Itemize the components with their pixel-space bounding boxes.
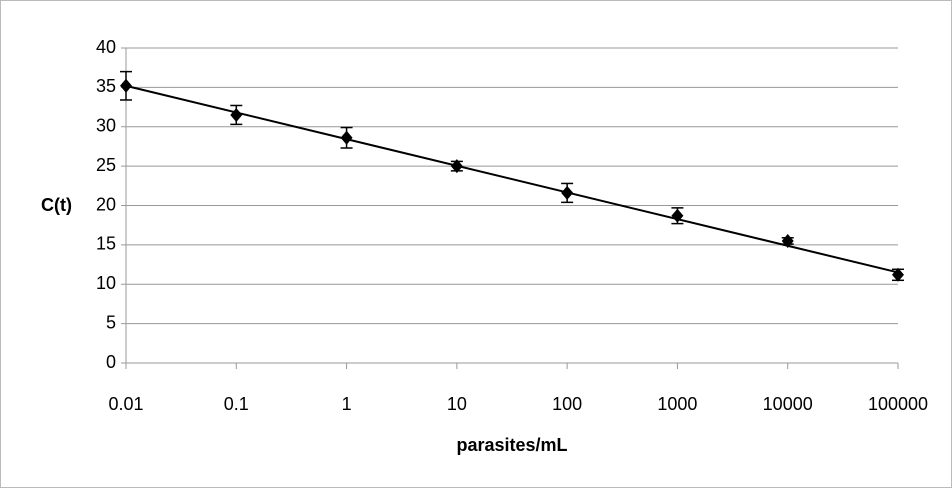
- x-tick-label: 10: [447, 394, 467, 414]
- point: [340, 130, 353, 145]
- x-tick-label: 1: [342, 394, 352, 414]
- y-tick-label: 25: [96, 155, 116, 175]
- y-tick-label: 5: [106, 312, 116, 332]
- y-tick-label: 40: [96, 37, 116, 57]
- x-axis-label: parasites/mL: [456, 435, 567, 455]
- y-tick-label: 35: [96, 76, 116, 96]
- x-tick-label: 10000: [763, 394, 813, 414]
- x-tick-label: 1000: [657, 394, 697, 414]
- y-tick-label: 0: [106, 352, 116, 372]
- y-tick-label: 30: [96, 116, 116, 136]
- x-tick-label: 100000: [868, 394, 928, 414]
- point: [230, 107, 243, 122]
- y-tick-label: 15: [96, 234, 116, 254]
- x-tick-label: 0.01: [108, 394, 143, 414]
- point: [781, 233, 794, 248]
- point: [671, 208, 684, 223]
- point: [450, 159, 463, 174]
- y-tick-label: 20: [96, 194, 116, 214]
- point: [120, 78, 132, 93]
- point: [561, 185, 574, 200]
- x-tick-label: 0.1: [224, 394, 249, 414]
- trendline: [125, 84, 899, 274]
- x-tick-label: 100: [552, 394, 582, 414]
- y-tick-label: 10: [96, 273, 116, 293]
- point: [892, 267, 904, 282]
- y-axis-label: C(t): [41, 195, 72, 215]
